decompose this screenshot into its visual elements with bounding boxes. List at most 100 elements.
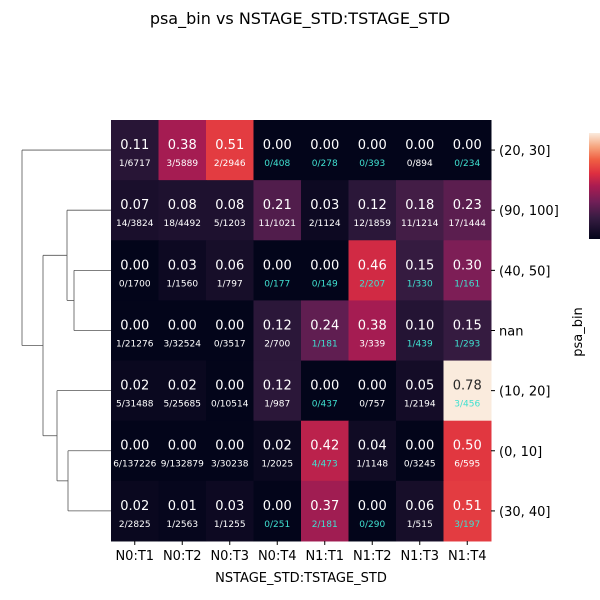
cell-count-label: 0/290 (359, 520, 385, 530)
cell-value-label: 0.00 (310, 138, 339, 153)
cell-count-label: 11/1214 (401, 219, 439, 229)
cell-count-label: 12/1859 (354, 219, 392, 229)
cell-count-label: 1/1148 (356, 460, 388, 470)
y-axis-label: psa_bin (571, 307, 586, 357)
cell-count-label: 1/161 (454, 279, 480, 289)
cell-value-label: 0.50 (453, 439, 482, 454)
cell-count-label: 1/2563 (166, 520, 198, 530)
heatmap-cell (158, 120, 207, 181)
cell-value-label: 0.00 (358, 138, 387, 153)
cell-value-label: 0.24 (310, 318, 339, 333)
cell-value-label: 0.15 (405, 258, 434, 273)
heatmap-cell (111, 420, 159, 482)
cell-value-label: 0.38 (358, 318, 387, 333)
cell-value-label: 0.03 (168, 258, 197, 273)
cell-count-label: 0/1700 (119, 279, 151, 289)
heatmap-cell (348, 480, 397, 542)
cell-count-label: 0/251 (264, 520, 290, 530)
cell-count-label: 0/3517 (214, 339, 246, 349)
cell-value-label: 0.12 (263, 379, 292, 394)
cell-value-label: 0.04 (358, 439, 387, 454)
cell-value-label: 0.15 (453, 318, 482, 333)
cell-value-label: 0.03 (215, 499, 244, 514)
cell-count-label: 2/1124 (309, 219, 341, 229)
cell-value-label: 0.46 (358, 258, 387, 273)
cell-value-label: 0.23 (453, 198, 482, 213)
cell-value-label: 0.06 (405, 499, 434, 514)
cell-count-label: 3/197 (454, 520, 480, 530)
heatmap-cell (158, 420, 207, 482)
cell-count-label: 3/5889 (166, 159, 198, 169)
heatmap-cell (111, 360, 159, 422)
heatmap-cell (443, 420, 492, 482)
heatmap-cell (158, 300, 207, 362)
heatmap-cell (111, 180, 159, 241)
chart-title: psa_bin vs NSTAGE_STD:TSTAGE_STD (149, 9, 451, 28)
cell-value-label: 0.10 (405, 318, 434, 333)
colorbar (589, 133, 600, 239)
cell-value-label: 0.30 (453, 258, 482, 273)
heatmap-cells: 0.11 1/6717 0.38 3/5889 0.51 2/2946 0.00 0/408 0… (111, 120, 492, 542)
cell-count-label: 0/757 (359, 400, 385, 410)
cell-count-label: 18/4492 (164, 219, 201, 229)
y-tick-label: (10, 20] (499, 385, 551, 400)
cell-count-label: 0/393 (359, 159, 385, 169)
cell-count-label: 3/339 (359, 339, 385, 349)
cell-count-label: 1/2025 (261, 460, 293, 470)
heatmap-cell (206, 360, 254, 422)
x-tick-label: N1:T2 (353, 549, 392, 564)
cell-value-label: 0.02 (120, 379, 149, 394)
cell-value-label: 0.01 (168, 499, 197, 514)
cell-value-label: 0.42 (310, 439, 339, 454)
heatmap-cell (111, 300, 159, 362)
cell-value-label: 0.12 (263, 318, 292, 333)
heatmap-cell (348, 240, 397, 301)
colorbar-gradient (589, 133, 600, 239)
heatmap-cell (253, 360, 302, 422)
heatmap-cell (206, 420, 254, 482)
cell-count-label: 1/6717 (119, 159, 151, 169)
heatmap-cell (158, 240, 207, 301)
cell-count-label: 1/330 (407, 279, 433, 289)
cell-value-label: 0.18 (405, 198, 434, 213)
heatmap-cell (111, 120, 159, 181)
heatmap-cell (158, 480, 207, 542)
cell-value-label: 0.38 (168, 138, 197, 153)
heatmap-cell (443, 120, 492, 181)
heatmap-cell (396, 420, 444, 482)
x-tick-label: N0:T4 (258, 549, 297, 564)
heatmap-cell (111, 240, 159, 301)
cell-value-label: 0.00 (358, 379, 387, 394)
cell-value-label: 0.00 (263, 138, 292, 153)
cell-value-label: 0.00 (405, 439, 434, 454)
cell-value-label: 0.00 (120, 439, 149, 454)
heatmap-cell (253, 480, 302, 542)
cell-count-label: 5/25685 (164, 400, 201, 410)
heatmap-cell (396, 360, 444, 422)
heatmap-cell (206, 240, 254, 301)
cell-count-label: 5/31488 (116, 400, 154, 410)
cell-count-label: 3/32524 (164, 339, 202, 349)
heatmap-cell (301, 480, 349, 542)
heatmap-cell (443, 180, 492, 241)
cell-count-label: 1/21276 (116, 339, 154, 349)
cell-count-label: 0/149 (312, 279, 338, 289)
x-tick-label: N1:T4 (448, 549, 487, 564)
cell-count-label: 0/278 (312, 159, 338, 169)
heatmap-cell (443, 360, 492, 422)
heatmap-cell (206, 120, 254, 181)
heatmap-cell (111, 480, 159, 542)
cell-count-label: 3/456 (454, 400, 480, 410)
cell-value-label: 0.00 (358, 499, 387, 514)
cell-count-label: 1/181 (312, 339, 338, 349)
heatmap-cell (443, 300, 492, 362)
heatmap-cell (301, 120, 349, 181)
cell-value-label: 0.00 (263, 258, 292, 273)
cell-count-label: 0/10514 (211, 400, 249, 410)
cell-count-label: 1/1560 (166, 279, 198, 289)
cell-value-label: 0.51 (215, 138, 244, 153)
heatmap-cell (158, 360, 207, 422)
heatmap-cell (301, 420, 349, 482)
heatmap-cell (443, 240, 492, 301)
